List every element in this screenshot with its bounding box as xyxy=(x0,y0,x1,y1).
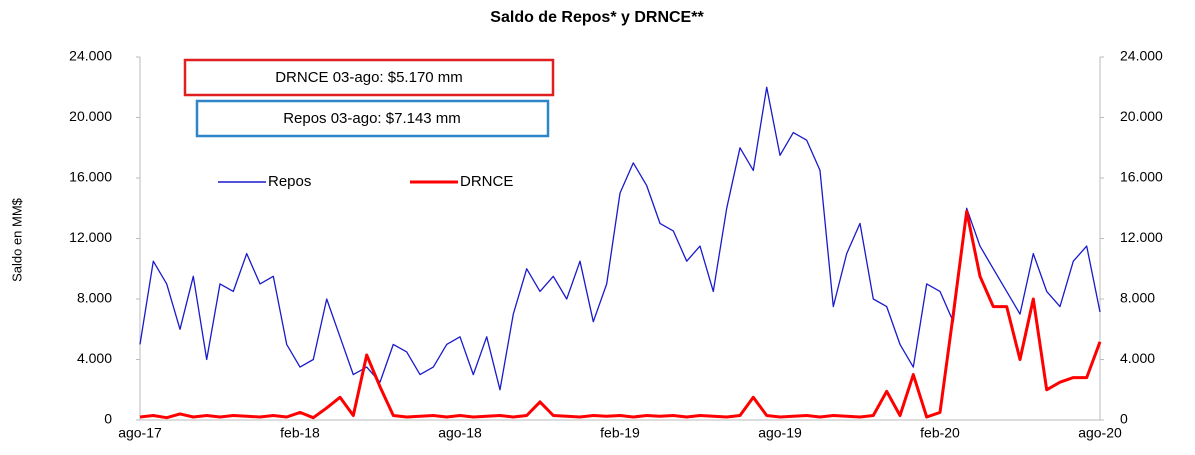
chart-title: Saldo de Repos* y DRNCE** xyxy=(490,9,704,26)
y2-tick-label: 12.000 xyxy=(1120,229,1163,245)
y2-tick-label: 0 xyxy=(1120,411,1128,427)
y-tick-label: 16.000 xyxy=(69,169,112,185)
series-line xyxy=(139,209,1102,420)
annotation: DRNCE 03-ago: $5.170 mm xyxy=(275,69,463,86)
annotation: Repos 03-ago: $7.143 mm xyxy=(283,110,461,127)
x-tick-label: ago-20 xyxy=(1078,425,1122,441)
legend-label: DRNCE xyxy=(460,173,513,190)
series-line xyxy=(139,86,1101,391)
y-tick-label: 8.000 xyxy=(77,290,112,306)
y-axis-label: Saldo en MM$ xyxy=(9,197,24,282)
y2-tick-label: 4.000 xyxy=(1120,350,1155,366)
y-tick-label: 12.000 xyxy=(69,229,112,245)
x-tick-label: ago-19 xyxy=(758,425,802,441)
y2-tick-label: 24.000 xyxy=(1120,48,1163,64)
x-tick-label: feb-18 xyxy=(280,425,320,441)
y-tick-label: 20.000 xyxy=(69,108,112,124)
x-tick-label: feb-19 xyxy=(600,425,640,441)
y2-tick-label: 8.000 xyxy=(1120,290,1155,306)
y-tick-label: 0 xyxy=(104,411,112,427)
annotation-box xyxy=(195,99,550,138)
annotation-box xyxy=(183,58,555,97)
y-tick-label: 24.000 xyxy=(69,48,112,64)
x-tick-label: feb-20 xyxy=(920,425,960,441)
legend-label: Repos xyxy=(268,173,311,190)
y2-tick-label: 20.000 xyxy=(1120,108,1163,124)
y-tick-label: 4.000 xyxy=(77,350,112,366)
x-tick-label: ago-17 xyxy=(118,425,162,441)
x-tick-label: ago-18 xyxy=(438,425,482,441)
y2-tick-label: 16.000 xyxy=(1120,169,1163,185)
